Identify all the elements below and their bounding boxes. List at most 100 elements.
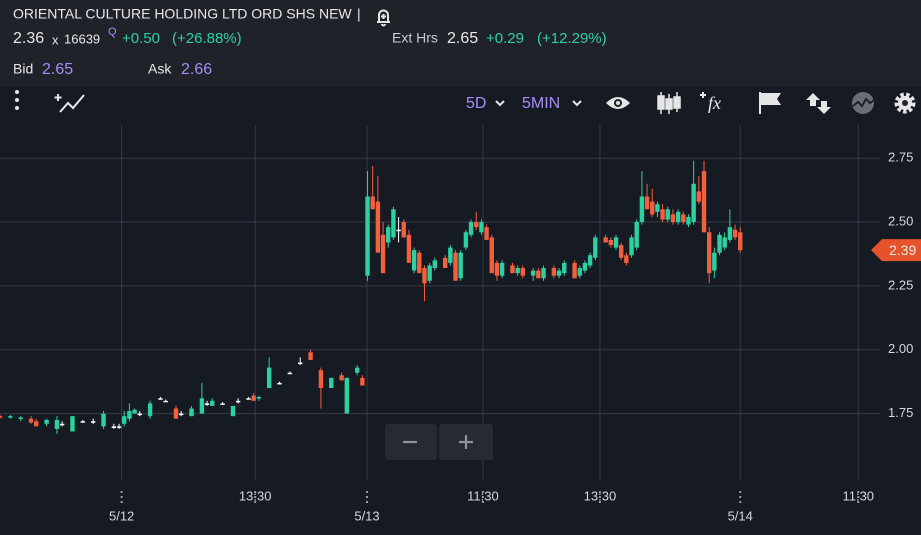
indicators-icon[interactable] (54, 94, 85, 113)
candle-body (210, 400, 215, 406)
candle-body (54, 419, 60, 429)
chart: 1.75 2.00 2.25 2.50 2.75 5/12 13:30 5/13 11:30 13… (0, 125, 921, 523)
candle-body (618, 245, 624, 258)
candle-body (479, 222, 484, 233)
candle-body (80, 421, 86, 423)
quote-flag: Q (108, 26, 117, 38)
candle-body (147, 403, 153, 417)
candle-body (650, 201, 655, 215)
alert-bell[interactable] (377, 9, 390, 27)
y-tick-label: 1.75 (888, 405, 913, 420)
candle-body (562, 262, 567, 274)
y-tick-label: 2.25 (888, 277, 913, 292)
candle-body (603, 237, 608, 243)
candle-body (613, 237, 619, 248)
candle-body (639, 196, 645, 223)
size-prefix: x (52, 32, 59, 47)
candle-body (686, 216, 691, 225)
candle-body (277, 382, 282, 385)
ext-change-percent: (+12.29%) (537, 30, 607, 47)
chart-type-icon[interactable] (657, 92, 681, 114)
candle-body (329, 377, 334, 389)
candle-body (59, 423, 65, 426)
candle-body (432, 260, 438, 269)
candle-body (116, 426, 122, 428)
range-select[interactable]: 5D (466, 95, 486, 112)
candle-body (453, 252, 458, 281)
candle-body (556, 270, 562, 276)
ext-change: +0.29 (486, 30, 524, 47)
candle-body (706, 232, 712, 274)
x-tick-label: 13:30 (584, 488, 617, 503)
candle-body (463, 232, 469, 248)
x-tick-label: 13:30 (239, 488, 272, 503)
candle-body (701, 170, 707, 233)
candle-body (375, 201, 381, 253)
candle-body (246, 398, 251, 400)
header-bg (0, 0, 921, 86)
candle-body (401, 222, 406, 238)
candle-body (541, 268, 546, 279)
bid-label: Bid (13, 61, 33, 77)
candle-body (655, 204, 660, 212)
candle-body (266, 367, 272, 389)
candle-body (28, 418, 34, 423)
interval-select[interactable]: 5MIN (522, 95, 560, 112)
interval-chevron[interactable] (572, 100, 582, 107)
candle-body (287, 372, 293, 375)
candle-body (593, 237, 598, 258)
menu-dots[interactable] (15, 90, 19, 110)
separator: | (357, 6, 361, 22)
candle-body (458, 252, 463, 279)
ext-hours-label: Ext Hrs (392, 30, 438, 46)
range-chevron[interactable] (495, 100, 505, 107)
candle-body (536, 270, 541, 279)
candle-body (551, 268, 557, 276)
flag-icon[interactable] (759, 92, 781, 114)
view-icon[interactable] (606, 97, 630, 109)
formula-plus[interactable] (700, 92, 706, 98)
candle-body (90, 421, 96, 423)
candle-body (354, 367, 360, 373)
ext-price: 2.65 (447, 30, 478, 47)
candle-body (738, 232, 743, 251)
candle-body (474, 222, 479, 228)
candle-body (339, 375, 344, 381)
zoom-in-icon[interactable] (459, 435, 473, 449)
y-tick-label: 2.00 (888, 341, 913, 356)
candle-body (411, 250, 417, 271)
formula-icon[interactable]: fx (708, 93, 721, 113)
candle-body (608, 239, 614, 246)
candle-body (624, 255, 629, 263)
candle-body (515, 268, 520, 274)
candle-body (732, 229, 738, 238)
candle-body (499, 262, 505, 276)
candle-body (256, 396, 262, 399)
x-tick-label: 5/14 (728, 508, 753, 523)
change-percent: (+26.88%) (172, 30, 242, 47)
candle-body (199, 398, 205, 414)
candle-body (712, 252, 717, 271)
candle-body (235, 400, 241, 403)
candle-body (70, 416, 75, 432)
settings-icon[interactable] (894, 92, 916, 114)
performance-icon[interactable] (852, 92, 875, 114)
candle-body (629, 237, 634, 256)
candle-body (34, 421, 39, 427)
candle-body (489, 237, 494, 274)
candle-body (360, 377, 365, 386)
candle-body (510, 265, 515, 274)
x-tick-label: 11:30 (842, 488, 874, 503)
candle-body (44, 419, 49, 424)
compare-icon[interactable] (806, 93, 831, 114)
candle-body (173, 408, 179, 419)
candle-body (396, 229, 401, 232)
candle-body (101, 413, 106, 427)
candle-body (308, 352, 313, 360)
candle-body (122, 416, 127, 424)
candle-body (230, 405, 236, 417)
candle-body (391, 209, 396, 238)
candle-body (163, 400, 168, 403)
candle-body (675, 211, 681, 223)
candle-body (442, 257, 448, 269)
